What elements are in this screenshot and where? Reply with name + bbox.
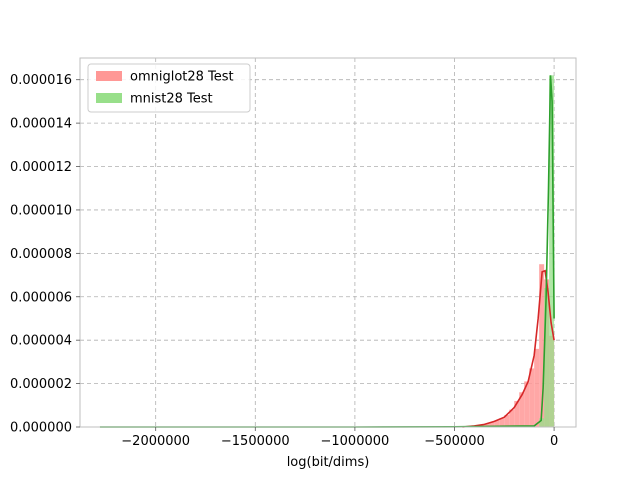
y-tick-label: 0.000006 bbox=[10, 290, 72, 305]
histogram-bar-omniglot28 bbox=[534, 348, 540, 427]
y-ticks: 0.000000 0.000002 0.000004 0.000006 0.000008… bbox=[10, 73, 80, 436]
y-tick-label: 0.000004 bbox=[10, 334, 72, 349]
histogram-bar-mnist28 bbox=[549, 75, 555, 427]
legend-swatch bbox=[96, 71, 122, 81]
legend-entry-label: omniglot28 Test bbox=[130, 70, 234, 85]
legend-entry-label: mnist28 Test bbox=[130, 92, 213, 107]
y-tick-label: 0.000008 bbox=[10, 247, 72, 262]
y-tick-label: 0.000014 bbox=[10, 117, 72, 132]
x-tick-label: −1000000 bbox=[320, 434, 389, 449]
y-tick-label: 0.000010 bbox=[10, 203, 72, 218]
y-tick-label: 0.000016 bbox=[10, 73, 72, 88]
y-tick-label: 0.000002 bbox=[10, 377, 72, 392]
y-tick-label: 0.000012 bbox=[10, 160, 72, 175]
x-tick-label: −500000 bbox=[424, 434, 485, 449]
histogram-bar-mnist28 bbox=[544, 288, 550, 427]
histogram-bar-omniglot28 bbox=[539, 264, 545, 427]
histogram-bar-omniglot28 bbox=[514, 400, 520, 427]
histogram-bar-omniglot28 bbox=[484, 423, 490, 427]
x-tick-label: −1500000 bbox=[221, 434, 290, 449]
legend: omniglot28 Test mnist28 Test bbox=[87, 63, 251, 113]
legend-box bbox=[87, 63, 251, 113]
histogram-bar-omniglot28 bbox=[529, 368, 535, 427]
histogram-bars bbox=[464, 75, 555, 427]
x-axis-label: log(bit/dims) bbox=[287, 455, 370, 470]
legend-swatch bbox=[96, 93, 122, 103]
x-tick-label: 0 bbox=[550, 434, 558, 449]
histogram-bar-omniglot28 bbox=[504, 415, 510, 427]
x-tick-label: −2000000 bbox=[121, 434, 190, 449]
axes-frame bbox=[79, 57, 577, 428]
y-tick-label: 0.000000 bbox=[10, 421, 72, 436]
histogram-bar-omniglot28 bbox=[499, 418, 505, 427]
histogram-bar-omniglot28 bbox=[489, 422, 495, 427]
histogram-bar-mnist28 bbox=[539, 418, 545, 427]
x-ticks: −2000000 −1500000 −1000000 −500000 0 bbox=[121, 427, 558, 449]
histogram-bar-omniglot28 bbox=[524, 381, 530, 427]
histogram-bar-omniglot28 bbox=[509, 409, 515, 427]
histogram-bar-omniglot28 bbox=[494, 420, 500, 427]
histogram-bar-omniglot28 bbox=[519, 392, 525, 427]
axes bbox=[79, 57, 577, 428]
